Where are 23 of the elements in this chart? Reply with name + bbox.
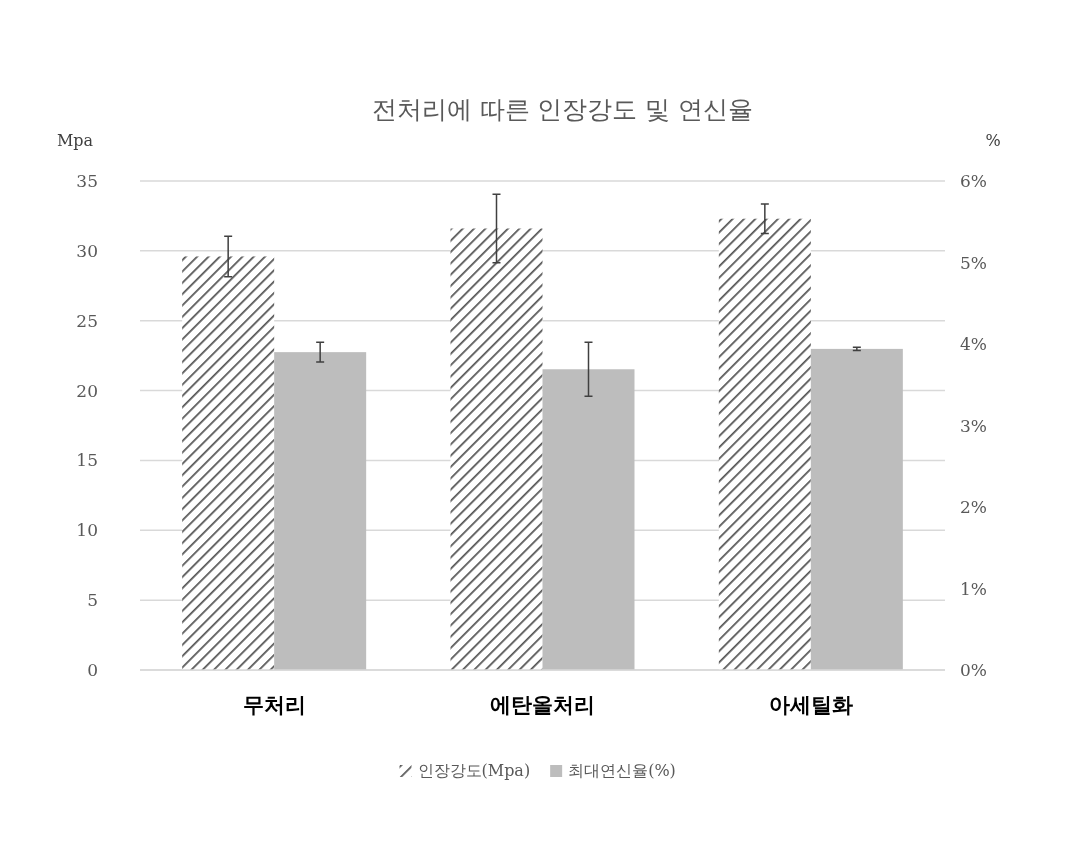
y2-tick-label: 6% bbox=[960, 171, 987, 191]
y2-axis-title: % bbox=[985, 131, 1001, 150]
y-tick-label: 35 bbox=[76, 171, 98, 191]
y2-tick-label: 1% bbox=[960, 578, 987, 599]
y-tick-label: 30 bbox=[76, 240, 98, 261]
y2-tick-label: 2% bbox=[960, 497, 987, 517]
y-tick-label: 10 bbox=[76, 520, 98, 541]
y2-tick-label: 3% bbox=[960, 415, 987, 436]
y2-tick-label: 0% bbox=[960, 660, 987, 680]
y-tick-label: 0 bbox=[87, 660, 98, 680]
legend-label: 최대연신율(%) bbox=[568, 761, 676, 780]
x-tick-label: 에탄올처리 bbox=[490, 692, 595, 717]
y-tick-label: 15 bbox=[76, 450, 98, 471]
y-axis-title: Mpa bbox=[56, 131, 94, 150]
y-tick-label: 25 bbox=[76, 310, 98, 331]
legend-label: 인장강도(Mpa) bbox=[417, 761, 531, 780]
y2-tick-label: 5% bbox=[960, 252, 987, 273]
y-tick-label: 5 bbox=[87, 590, 98, 611]
x-tick-label: 무처리 bbox=[242, 692, 306, 717]
chart-title: 전처리에 따른 인장강도 및 연신율 bbox=[371, 95, 754, 124]
y2-tick-label: 4% bbox=[960, 334, 987, 354]
y-tick-label: 20 bbox=[76, 380, 98, 401]
x-tick-label: 아세틸화 bbox=[768, 692, 853, 717]
